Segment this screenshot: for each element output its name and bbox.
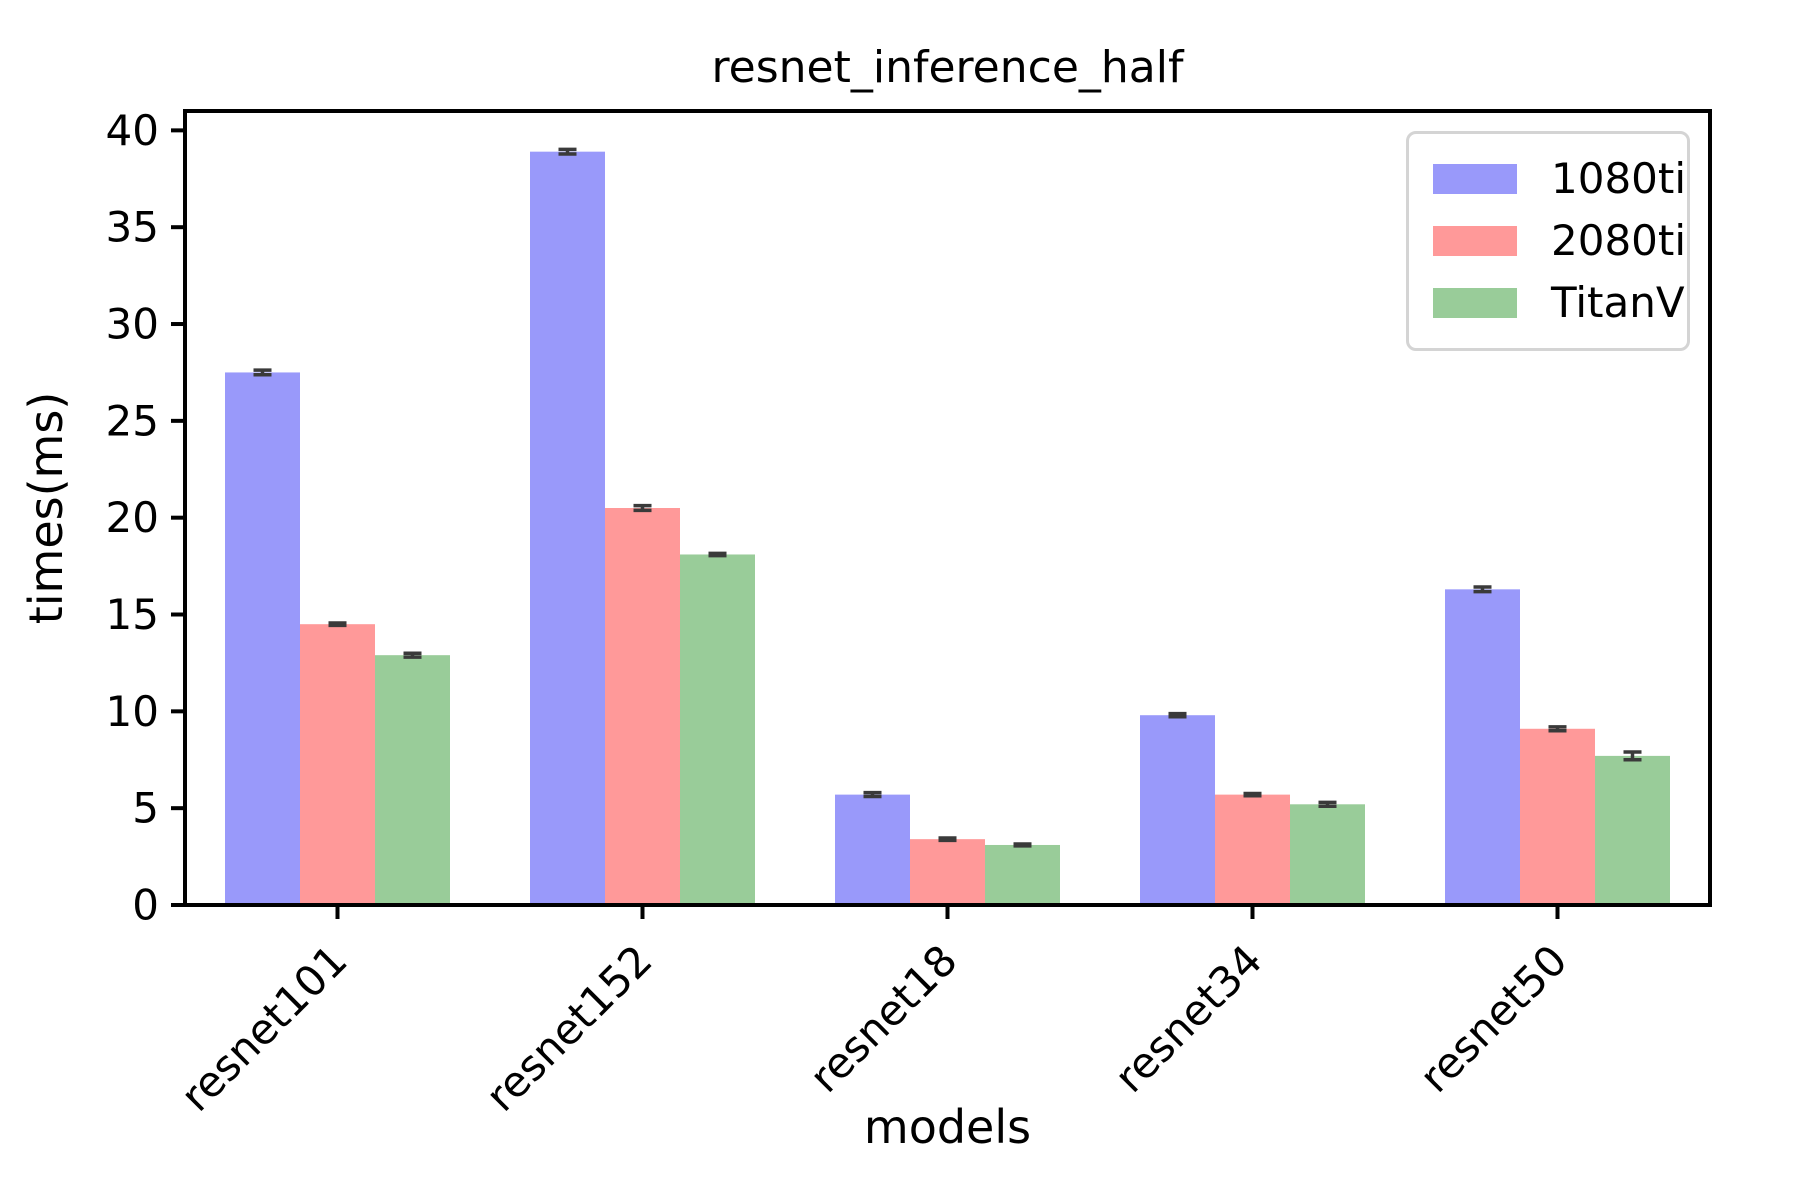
- x-tick-label-resnet34: resnet34: [1105, 935, 1271, 1101]
- y-tick-label-15: 15: [106, 590, 159, 639]
- y-tick-label-30: 30: [106, 300, 159, 349]
- y-tick-label-5: 5: [132, 784, 159, 833]
- y-tick-label-35: 35: [106, 203, 159, 252]
- y-tick-label-10: 10: [106, 687, 159, 736]
- chart-title: resnet_inference_half: [711, 42, 1184, 93]
- bar-TitanV-resnet34: [1290, 804, 1365, 905]
- legend-swatch-1080ti: [1433, 164, 1517, 194]
- bar-TitanV-resnet18: [985, 844, 1060, 905]
- x-axis-label: models: [863, 1100, 1032, 1154]
- legend: 1080ti 2080ti TitanV: [1406, 131, 1690, 351]
- bar-1080ti-resnet34: [1140, 715, 1215, 905]
- x-tick-label-resnet50: resnet50: [1410, 935, 1576, 1101]
- legend-item-1080ti: 1080ti: [1409, 148, 1687, 210]
- legend-label: 1080ti: [1551, 154, 1687, 203]
- legend-item-TitanV: TitanV: [1409, 272, 1687, 334]
- bar-2080ti-resnet152: [605, 508, 680, 905]
- x-tick-label-resnet101: resnet101: [171, 935, 356, 1120]
- bar-1080ti-resnet152: [530, 151, 605, 906]
- bar-1080ti-resnet18: [835, 794, 910, 905]
- bar-TitanV-resnet101: [375, 655, 450, 905]
- x-tick-label-resnet18: resnet18: [800, 935, 966, 1101]
- legend-swatch-2080ti: [1433, 226, 1517, 256]
- bar-2080ti-resnet18: [910, 839, 985, 905]
- bar-1080ti-resnet101: [225, 372, 300, 905]
- bar-2080ti-resnet34: [1215, 794, 1290, 905]
- bar-2080ti-resnet101: [300, 624, 375, 905]
- legend-label: TitanV: [1551, 278, 1685, 327]
- bar-TitanV-resnet50: [1595, 755, 1670, 905]
- legend-label: 2080ti: [1551, 216, 1687, 265]
- x-tick-label-resnet152: resnet152: [476, 935, 661, 1120]
- legend-swatch-TitanV: [1433, 288, 1517, 318]
- y-tick-label-0: 0: [132, 881, 159, 930]
- y-tick-label-25: 25: [106, 396, 159, 445]
- y-tick-label-40: 40: [106, 106, 159, 155]
- legend-item-2080ti: 2080ti: [1409, 210, 1687, 272]
- bar-TitanV-resnet152: [680, 554, 755, 905]
- bar-1080ti-resnet50: [1445, 589, 1520, 905]
- y-tick-label-20: 20: [106, 493, 159, 542]
- bar-2080ti-resnet50: [1520, 728, 1595, 905]
